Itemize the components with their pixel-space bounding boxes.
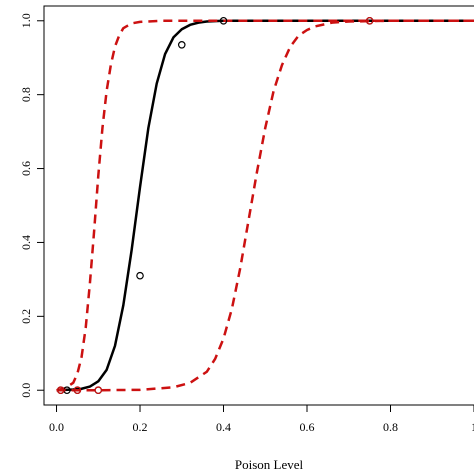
series-line-fitted bbox=[56, 19, 474, 392]
data-point bbox=[365, 16, 374, 25]
x-tick-label: 0.6 bbox=[300, 420, 315, 434]
y-tick-label: 1.0 bbox=[19, 13, 33, 28]
plot-area bbox=[56, 16, 474, 395]
data-point bbox=[219, 16, 228, 25]
y-tick-label: 0.4 bbox=[19, 235, 33, 250]
data-point bbox=[56, 386, 65, 395]
data-point bbox=[136, 271, 144, 280]
y-tick-label: 0.0 bbox=[19, 383, 33, 398]
data-point bbox=[94, 386, 103, 395]
y-tick-label: 0.2 bbox=[19, 309, 33, 324]
x-tick-label: 0.0 bbox=[49, 420, 64, 434]
y-tick-label: 0.8 bbox=[19, 87, 33, 102]
y-tick-label: 0.6 bbox=[19, 161, 33, 176]
x-axis-label: Poison Level bbox=[235, 457, 304, 472]
x-tick-label: 0.2 bbox=[133, 420, 148, 434]
series-line-lower-band bbox=[56, 19, 474, 392]
x-tick-label: 0.4 bbox=[216, 420, 231, 434]
data-point bbox=[177, 40, 186, 49]
plot-frame bbox=[43, 5, 474, 406]
axes: 0.0 0.2 0.4 0.6 0.8 1 0.0 0.2 0.4 0.6 0.8 1.0 bbox=[19, 5, 474, 434]
data-point bbox=[73, 386, 82, 395]
series-line-upper-band bbox=[56, 19, 474, 392]
x-tick-label: 0.8 bbox=[383, 420, 398, 434]
x-tick-label: 1 bbox=[471, 420, 474, 434]
